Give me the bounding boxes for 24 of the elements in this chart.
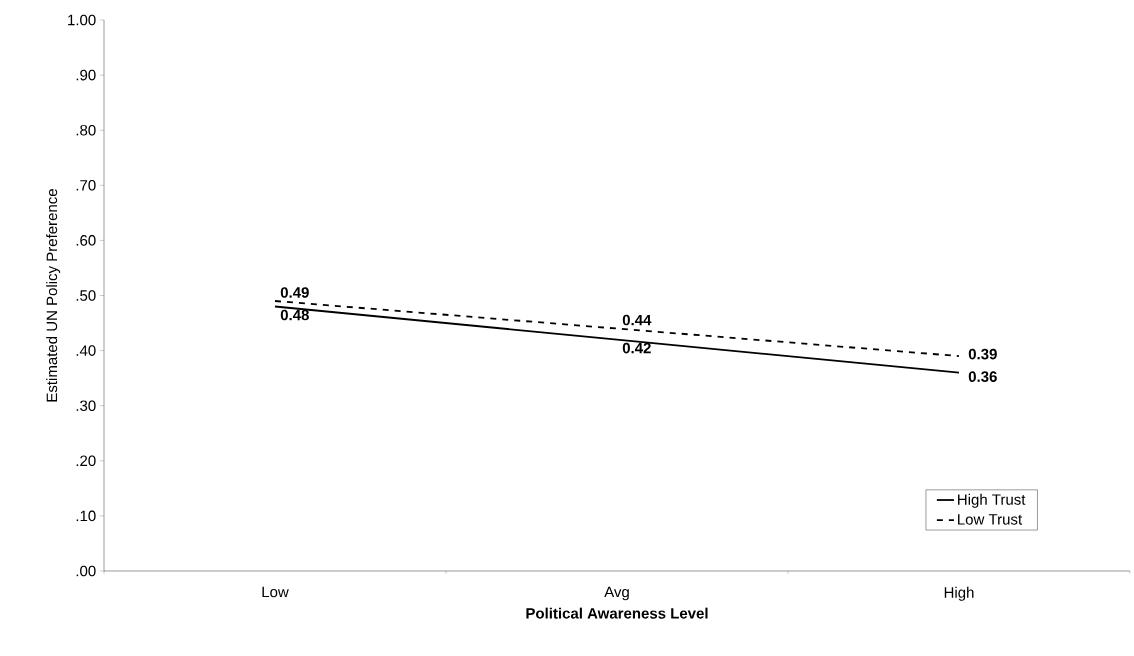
legend-label: Low Trust [958,514,1023,525]
x-tick-label: Avg [604,586,629,601]
data-label: 0.44 [622,314,652,326]
y-tick-label: .80 [76,124,96,136]
data-label: 0.39 [968,348,997,360]
y-tick-label: .90 [76,69,96,81]
x-axis-title: Political Awareness Level [526,607,708,619]
y-tick-label: .20 [76,455,96,467]
data-label: 0.49 [280,287,309,298]
y-tick-label: .40 [76,345,96,356]
y-tick-label: .70 [76,179,96,191]
legend-label: High Trust [958,493,1026,508]
y-tick-label: .30 [76,400,96,411]
y-tick-label: 1.00 [68,14,96,26]
data-label: 0.42 [622,342,651,354]
x-tick-label: High [944,586,974,601]
x-tick-label: Low [262,586,289,598]
data-label: 0.36 [968,371,997,382]
y-tick-label: .00 [76,565,96,577]
y-axis-title: Estimated UN Policy Preference [46,189,61,402]
y-tick-label: .50 [76,290,96,301]
y-tick-label: .10 [76,510,96,522]
data-label: 0.48 [280,309,309,321]
y-tick-label: .60 [76,235,96,246]
